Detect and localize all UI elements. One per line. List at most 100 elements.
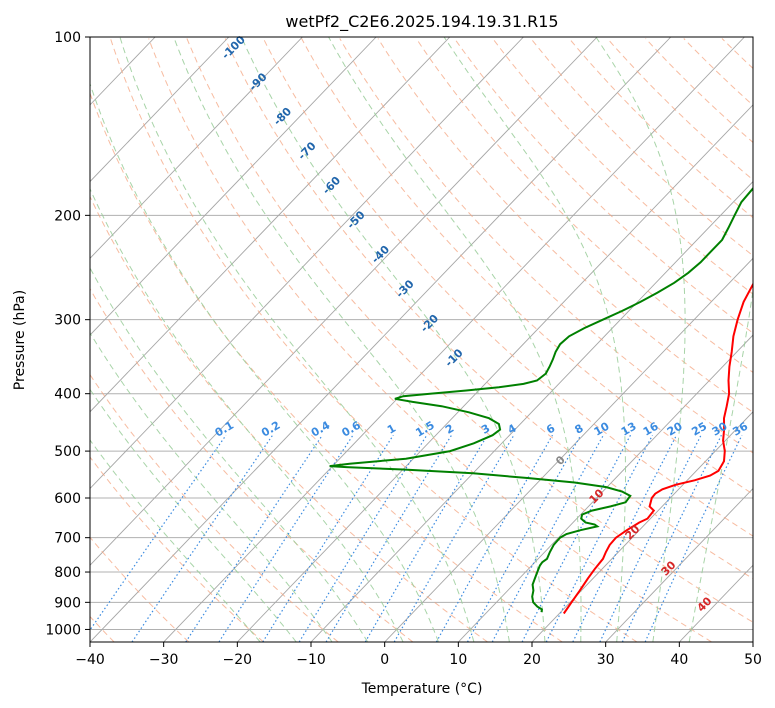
dry-adiabat-label: -10: [442, 346, 465, 369]
moist-adiabat-line: [90, 332, 333, 642]
mixing-ratio-line: [466, 434, 582, 642]
mixing-ratio-line: [90, 434, 227, 632]
x-axis-label: Temperature (°C): [361, 681, 483, 697]
mixing-ratio-label: 0.1: [213, 419, 236, 440]
y-tick-label: 1000: [45, 622, 81, 638]
dry-adiabat-label: -20: [418, 312, 441, 335]
x-axis: −40 −30 −20 −10 0 10 20 30 40 50: [75, 642, 762, 668]
isotherm-line: [163, 37, 745, 642]
mixing-ratio-label: 10: [592, 420, 612, 439]
dry-adiabat-line: [530, 38, 753, 257]
y-axis-label: Pressure (hPa): [12, 290, 28, 390]
y-tick-label: 700: [54, 531, 81, 547]
dry-adiabat-line: [607, 38, 753, 181]
isotherm-line: [458, 334, 753, 642]
mixing-ratio-label: 30: [710, 420, 730, 439]
y-tick-label: 800: [54, 565, 81, 581]
mixing-ratio-line: [218, 434, 354, 642]
mixing-ratio-line: [599, 434, 702, 642]
x-tick-label: −30: [149, 652, 179, 668]
mixing-ratio-line: [393, 434, 515, 642]
dewpoint-profile-line: [329, 186, 753, 613]
isotherm-line: [90, 37, 672, 642]
y-tick-label: 500: [54, 444, 81, 460]
isotherm-line: [605, 487, 753, 642]
moist-adiabat-line: [119, 37, 475, 642]
x-tick-label: 0: [380, 652, 389, 668]
mixing-ratio-label: 2: [443, 422, 456, 437]
mixing-ratio-label: 0.6: [340, 418, 364, 439]
moist-adiabat-line: [90, 266, 369, 642]
grid-layer: [0, 37, 775, 643]
mixing-ratio-line: [435, 434, 554, 642]
moist-adiabat-line: [688, 287, 753, 642]
dry-adiabat-line: [90, 287, 414, 642]
dry-adiabat-line: [377, 38, 753, 413]
dry-adiabat-line: [90, 195, 488, 642]
x-tick-label: −40: [75, 652, 105, 668]
dry-adiabat-label: 0: [553, 453, 568, 468]
isotherm-line: [90, 37, 524, 490]
y-axis: 100 200 300 400 500 600 700 800 900 1000: [45, 30, 90, 638]
mixing-ratio-label: 3: [479, 422, 492, 437]
dry-adiabat-line: [224, 38, 753, 580]
dry-adiabat-label: 10: [587, 486, 607, 506]
dry-adiabat-line: [186, 38, 753, 623]
isotherm-line: [531, 411, 753, 642]
isotherm-line: [384, 257, 753, 642]
moist-adiabat-line: [90, 439, 261, 642]
y-tick-label: 100: [54, 30, 81, 46]
y-tick-label: 300: [54, 313, 81, 329]
dry-adiabat-label: -90: [246, 70, 269, 93]
mixing-ratio-label: 6: [544, 421, 557, 436]
mixing-ratio-line: [491, 434, 604, 642]
x-tick-label: 20: [523, 652, 541, 668]
y-tick-label: 600: [54, 491, 81, 507]
moist-adiabat-line: [595, 37, 686, 642]
x-tick-label: −10: [296, 652, 326, 668]
mixing-ratio-line: [545, 434, 654, 642]
mixing-ratio-line: [325, 434, 453, 642]
dry-adiabat-line: [568, 38, 753, 219]
isotherm-line: [90, 37, 451, 413]
dry-adiabat-label: -60: [320, 174, 343, 197]
x-tick-label: 40: [670, 652, 688, 668]
chart-title: wetPf2_C2E6.2025.194.19.31.R15: [285, 12, 558, 32]
mixing-ratio-line: [364, 434, 488, 642]
mixing-ratio-label: 25: [689, 420, 709, 439]
mixing-ratio-label: 0.4: [309, 418, 333, 439]
dry-adiabat-line: [760, 39, 775, 643]
isotherm-line: [0, 37, 8, 642]
x-tick-label: 30: [597, 652, 615, 668]
series-layer: [329, 186, 753, 615]
dry-adiabat-line: [90, 91, 563, 642]
mixing-ratio-line: [298, 434, 428, 642]
moist-adiabat-line: [90, 82, 439, 642]
mixing-ratio-label: 4: [506, 421, 519, 436]
moist-adiabat-line: [240, 37, 546, 642]
x-tick-label: 50: [744, 652, 762, 668]
mixing-ratio-line: [185, 434, 323, 642]
dry-adiabat-line: [262, 38, 753, 537]
mixing-ratio-line: [572, 434, 678, 642]
isotherm-line: [752, 641, 753, 642]
mixing-ratio-line: [262, 434, 394, 642]
x-tick-label: −20: [223, 652, 253, 668]
y-tick-label: 900: [54, 595, 81, 611]
dry-adiabat-label: -80: [271, 105, 294, 128]
y-tick-label: 200: [54, 208, 81, 224]
temperature-profile-line: [562, 282, 753, 615]
dry-adiabat-line: [339, 38, 753, 454]
dry-adiabat-label: -30: [393, 277, 416, 300]
isotherm-line: [90, 37, 230, 183]
plot-frame: [89, 36, 754, 643]
dry-adiabat-line: [110, 38, 638, 642]
dry-adiabat-label: -40: [369, 243, 392, 266]
dry-adiabat-label: -50: [344, 208, 367, 231]
isotherm-line: [90, 37, 598, 566]
mixing-ratio-label: 36: [730, 420, 750, 439]
dry-adiabat-line: [90, 456, 264, 642]
mixing-ratio-line: [131, 434, 274, 642]
dry-adiabat-label: -70: [295, 139, 318, 162]
isotherm-line: [237, 104, 753, 642]
